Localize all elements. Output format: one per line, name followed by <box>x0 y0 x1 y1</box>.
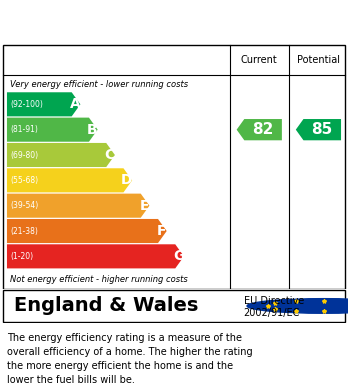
Text: E: E <box>140 199 149 213</box>
Text: Energy Efficiency Rating: Energy Efficiency Rating <box>10 13 258 30</box>
Text: G: G <box>173 249 184 264</box>
Text: C: C <box>104 148 115 162</box>
Text: (81-91): (81-91) <box>10 125 38 134</box>
Text: Not energy efficient - higher running costs: Not energy efficient - higher running co… <box>10 275 188 284</box>
Text: D: D <box>121 173 133 187</box>
Text: Current: Current <box>241 55 278 65</box>
Text: England & Wales: England & Wales <box>14 296 198 316</box>
Text: 2002/91/EC: 2002/91/EC <box>244 308 300 317</box>
Text: (92-100): (92-100) <box>10 100 43 109</box>
Text: F: F <box>157 224 166 238</box>
Text: A: A <box>70 97 80 111</box>
Circle shape <box>247 299 348 313</box>
Text: 82: 82 <box>252 122 274 137</box>
Text: (69-80): (69-80) <box>10 151 39 160</box>
Text: (21-38): (21-38) <box>10 226 38 235</box>
Polygon shape <box>7 118 98 142</box>
Polygon shape <box>7 92 80 117</box>
Polygon shape <box>7 244 184 268</box>
Polygon shape <box>7 194 149 218</box>
Text: Very energy efficient - lower running costs: Very energy efficient - lower running co… <box>10 81 189 90</box>
Text: The energy efficiency rating is a measure of the
overall efficiency of a home. T: The energy efficiency rating is a measur… <box>7 333 253 385</box>
Text: EU Directive: EU Directive <box>244 296 304 306</box>
Polygon shape <box>7 168 132 192</box>
Text: Potential: Potential <box>297 55 340 65</box>
Text: B: B <box>87 123 98 137</box>
Polygon shape <box>237 119 282 140</box>
Polygon shape <box>7 143 115 167</box>
Text: (55-68): (55-68) <box>10 176 39 185</box>
Polygon shape <box>7 219 167 243</box>
Text: (1-20): (1-20) <box>10 252 33 261</box>
Text: 85: 85 <box>311 122 333 137</box>
Polygon shape <box>296 119 341 140</box>
Text: (39-54): (39-54) <box>10 201 39 210</box>
